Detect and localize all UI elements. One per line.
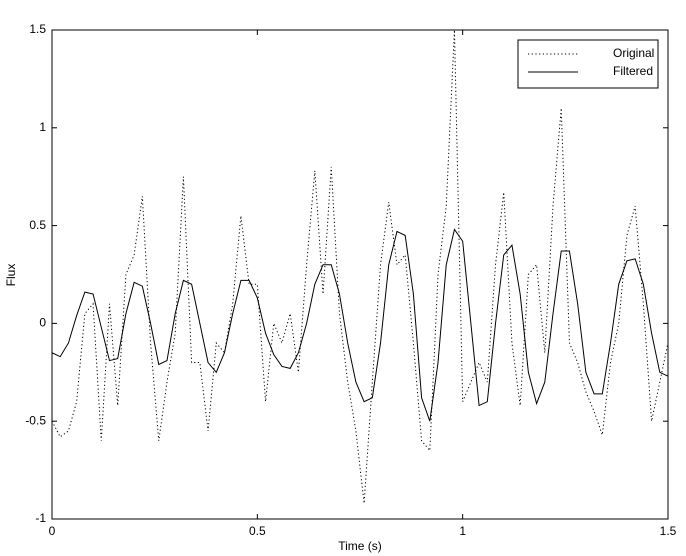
x-tick-label: 1 bbox=[459, 524, 466, 538]
x-tick-label: 0.5 bbox=[249, 524, 266, 538]
y-axis-label: Flux bbox=[4, 264, 18, 287]
y-tick-label: -1 bbox=[35, 511, 46, 525]
y-tick-label: 1.5 bbox=[29, 22, 46, 36]
legend-label: Filtered bbox=[613, 64, 653, 78]
y-tick-label: 0 bbox=[39, 316, 46, 330]
x-axis-label: Time (s) bbox=[338, 539, 382, 553]
series-line bbox=[51, 29, 669, 504]
y-tick-label: 0.5 bbox=[29, 218, 46, 232]
series-line bbox=[51, 228, 669, 422]
y-tick-label: 1 bbox=[39, 120, 46, 134]
legend-box bbox=[517, 39, 659, 89]
x-tick-label: 1.5 bbox=[660, 524, 677, 538]
legend-label: Original bbox=[613, 46, 654, 60]
x-tick-label: 0 bbox=[49, 524, 56, 538]
y-tick-label: -0.5 bbox=[25, 413, 46, 427]
plot-area bbox=[51, 29, 669, 520]
